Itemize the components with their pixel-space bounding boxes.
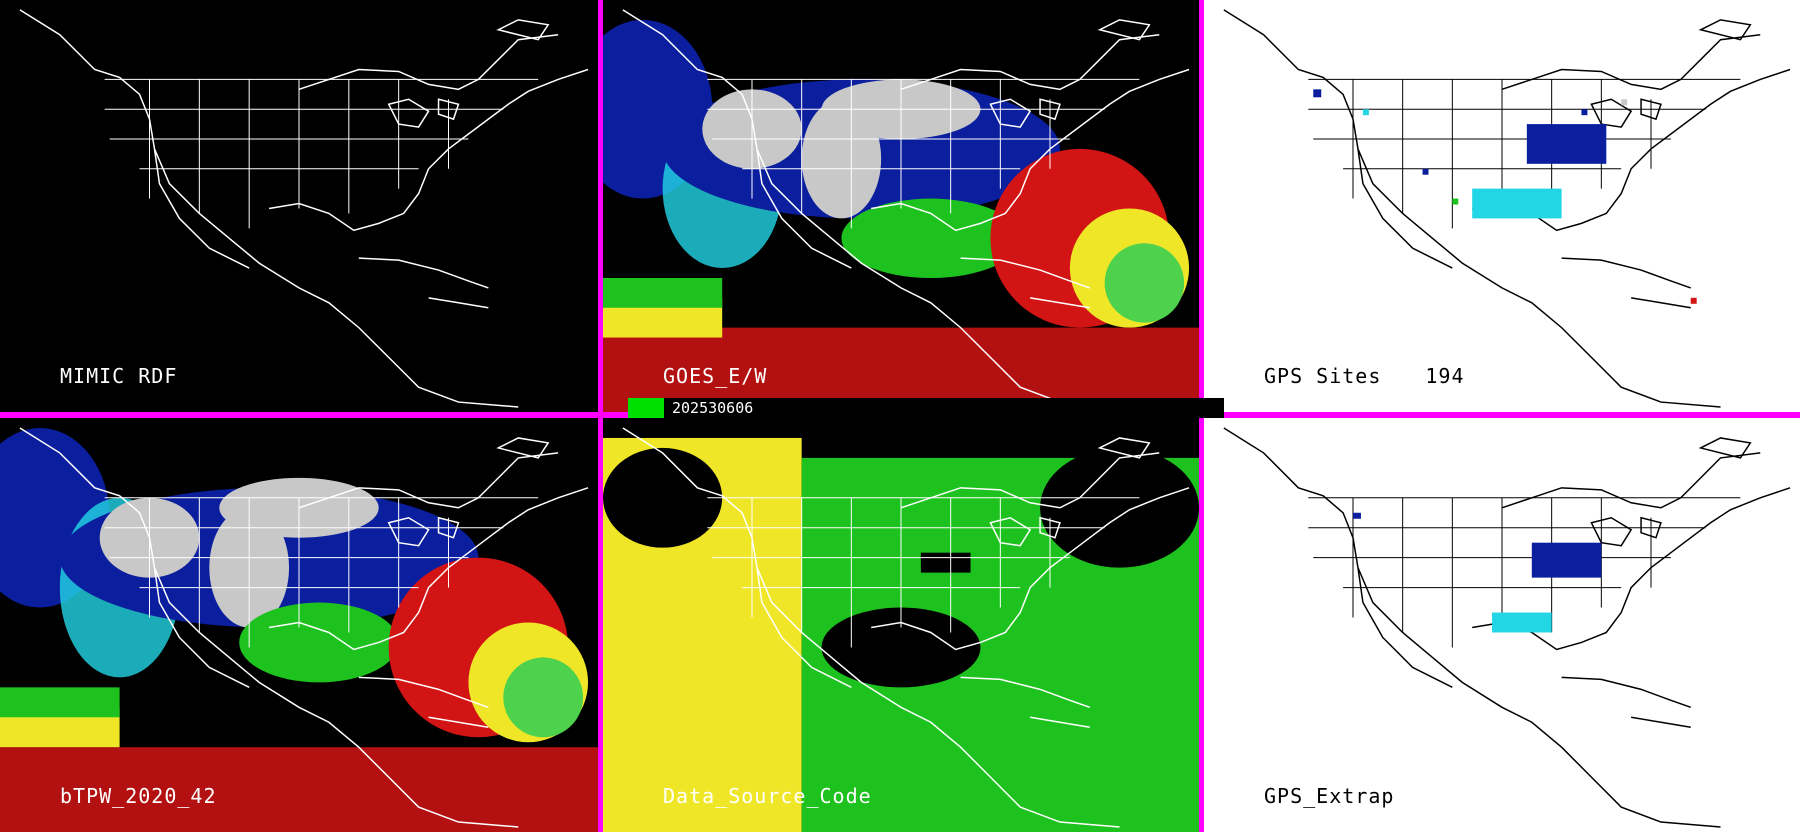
date-label: 202530606 [672,399,754,417]
panel-btpw: bTPW_2020_42 [0,418,598,832]
data-source-code-map [603,427,1199,832]
gps-site-count: 194 [1425,364,1465,388]
panel-label: GPS Sites 194 [1264,364,1465,388]
gps-sites-label: GPS Sites [1264,364,1382,388]
panel-gps-extrap: GPS_Extrap [1204,418,1800,832]
gps-sites-map [1223,9,1791,408]
panel-label: Data_Source_Code [663,784,872,808]
panel-goes-ew: GOES_E/W [603,0,1199,412]
panel-label: GPS_Extrap [1264,784,1395,808]
panel-mimic-rdf: MIMIC RDF [0,0,598,412]
btpw-map [0,427,598,832]
panel-gps-sites: GPS Sites 194 [1204,0,1800,412]
panel-label: bTPW_2020_42 [60,784,217,808]
panel-label: GOES_E/W [663,364,768,388]
panel-label: MIMIC RDF [60,364,178,388]
goes-ew-map [603,9,1199,412]
coastline-map-icon [19,9,589,408]
date-color-swatch [628,398,664,418]
gps-extrap-map [1223,427,1791,828]
date-bar: 202530606 [628,398,1224,418]
panel-data-source-code: Data_Source_Code [603,418,1199,832]
